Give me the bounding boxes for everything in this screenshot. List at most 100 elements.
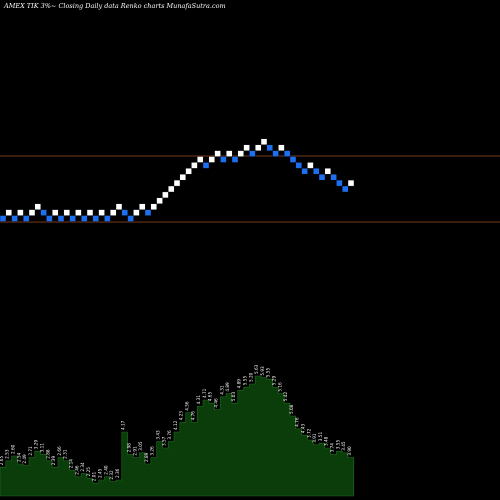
renko-brick-up bbox=[5, 209, 13, 216]
volume-label: 2.34 bbox=[80, 462, 85, 472]
renko-brick-up bbox=[167, 185, 175, 193]
renko-bricks bbox=[0, 138, 355, 222]
volume-label: 4.89 bbox=[237, 379, 242, 389]
volume-area: 2.652.532.602.54 2.492.713.29 3.112.882.39… bbox=[0, 364, 355, 497]
renko-brick-down bbox=[342, 185, 349, 193]
renko-brick-down bbox=[23, 215, 30, 222]
renko-brick-up bbox=[133, 209, 140, 216]
volume-label: 5.93 bbox=[260, 366, 265, 376]
renko-brick-up bbox=[324, 168, 331, 175]
volume-label: 2.32 bbox=[109, 470, 114, 480]
volume-label: 2.54 bbox=[16, 452, 21, 462]
volume-label: 5.63 bbox=[254, 364, 259, 374]
renko-brick-up bbox=[52, 209, 59, 216]
renko-brick-up bbox=[63, 209, 70, 216]
renko-brick-up bbox=[214, 150, 221, 157]
volume-label: 3.48 bbox=[324, 436, 329, 446]
renko-brick-down bbox=[80, 215, 88, 222]
volume-label: 4.71 bbox=[202, 388, 207, 398]
renko-brick-up bbox=[109, 209, 117, 216]
renko-brick-down bbox=[40, 209, 47, 216]
chart-title: AMEX TIK 3%~ Closing Daily data Renko ch… bbox=[4, 2, 226, 10]
volume-label: 2.60 bbox=[11, 444, 16, 454]
renko-brick-up bbox=[278, 144, 285, 151]
volume-label: 4.43 bbox=[301, 424, 306, 434]
renko-brick-up bbox=[162, 191, 169, 199]
volume-label: 2.98 bbox=[127, 443, 132, 453]
volume-label: 2.53 bbox=[5, 449, 10, 459]
volume-label: 4.76 bbox=[295, 417, 300, 427]
volume-label: 2.01 bbox=[92, 472, 97, 482]
renko-brick-up bbox=[208, 156, 216, 163]
renko-brick-up bbox=[17, 209, 24, 216]
volume-label: 5.55 bbox=[266, 368, 271, 378]
volume-label: 4.31 bbox=[219, 385, 224, 395]
volume-label: 2.49 bbox=[22, 454, 27, 464]
renko-brick-up bbox=[156, 197, 163, 205]
renko-brick-down bbox=[336, 179, 343, 187]
renko-brick-down bbox=[92, 215, 100, 222]
renko-brick-down bbox=[249, 150, 256, 157]
renko-brick-down bbox=[0, 215, 7, 222]
renko-brick-down bbox=[144, 209, 152, 216]
renko-brick-up bbox=[237, 150, 245, 157]
volume-label: 4.46 bbox=[214, 398, 219, 408]
renko-brick-down bbox=[220, 156, 227, 163]
volume-label: 3.26 bbox=[150, 446, 155, 456]
renko-brick-up bbox=[150, 203, 158, 210]
volume-label: 4.89 bbox=[225, 382, 230, 392]
volume-label: 2.36 bbox=[115, 468, 120, 478]
renko-brick-down bbox=[127, 215, 134, 222]
renko-brick-up bbox=[347, 179, 355, 187]
renko-brick-up bbox=[191, 162, 198, 169]
volume-label: 2.89 bbox=[144, 452, 149, 462]
volume-label: 5.08 bbox=[289, 404, 294, 414]
volume-label: 2.45 bbox=[98, 468, 103, 478]
renko-brick-up bbox=[307, 162, 314, 169]
renko-brick-down bbox=[301, 168, 308, 175]
renko-brick-up bbox=[34, 203, 41, 210]
renko-brick-up bbox=[75, 209, 82, 216]
volume-label: 2.46 bbox=[74, 465, 79, 475]
renko-brick-down bbox=[202, 162, 210, 169]
renko-brick-down bbox=[46, 215, 53, 222]
renko-brick-down bbox=[57, 215, 65, 222]
volume-area-fill bbox=[0, 375, 355, 497]
volume-label: 4.31 bbox=[196, 395, 201, 405]
renko-brick-down bbox=[272, 150, 279, 157]
volume-label: 2.31 bbox=[63, 449, 68, 459]
volume-label: 4.12 bbox=[173, 420, 178, 430]
volume-label: 2.91 bbox=[132, 446, 137, 456]
volume-label: 2.88 bbox=[45, 449, 50, 459]
volume-label: 2.25 bbox=[86, 467, 91, 477]
volume-label: 4.56 bbox=[185, 401, 190, 411]
volume-label: 3.51 bbox=[318, 432, 323, 442]
volume-label: 2.65 bbox=[0, 456, 4, 466]
volume-label: 2.40 bbox=[103, 465, 108, 475]
renko-brick-up bbox=[254, 144, 262, 151]
volume-label: 4.17 bbox=[121, 420, 126, 430]
renko-brick-up bbox=[98, 209, 105, 216]
volume-label: 3.05 bbox=[138, 441, 143, 451]
renko-brick-up bbox=[225, 150, 233, 157]
renko-brick-down bbox=[295, 162, 302, 169]
renko-brick-down bbox=[11, 215, 18, 222]
volume-label: 4.65 bbox=[208, 392, 213, 402]
volume-label: 5.42 bbox=[283, 392, 288, 402]
volume-label: 3.91 bbox=[312, 433, 317, 443]
volume-label: 5.20 bbox=[248, 372, 253, 382]
renko-brick-down bbox=[289, 156, 297, 163]
volume-label: 2.71 bbox=[28, 446, 33, 456]
renko-brick-up bbox=[243, 144, 250, 151]
volume-label: 4.76 bbox=[190, 411, 195, 421]
volume-label: 5.29 bbox=[272, 376, 277, 386]
volume-label: 4.23 bbox=[179, 411, 184, 421]
volume-label: 5.16 bbox=[277, 382, 282, 392]
volume-label: 5.03 bbox=[231, 392, 236, 402]
renko-brick-down bbox=[313, 168, 320, 175]
volume-label: 3.76 bbox=[167, 430, 172, 440]
volume-label: 2.39 bbox=[51, 456, 56, 466]
renko-brick-up bbox=[173, 179, 181, 187]
renko-brick-down bbox=[231, 156, 239, 163]
